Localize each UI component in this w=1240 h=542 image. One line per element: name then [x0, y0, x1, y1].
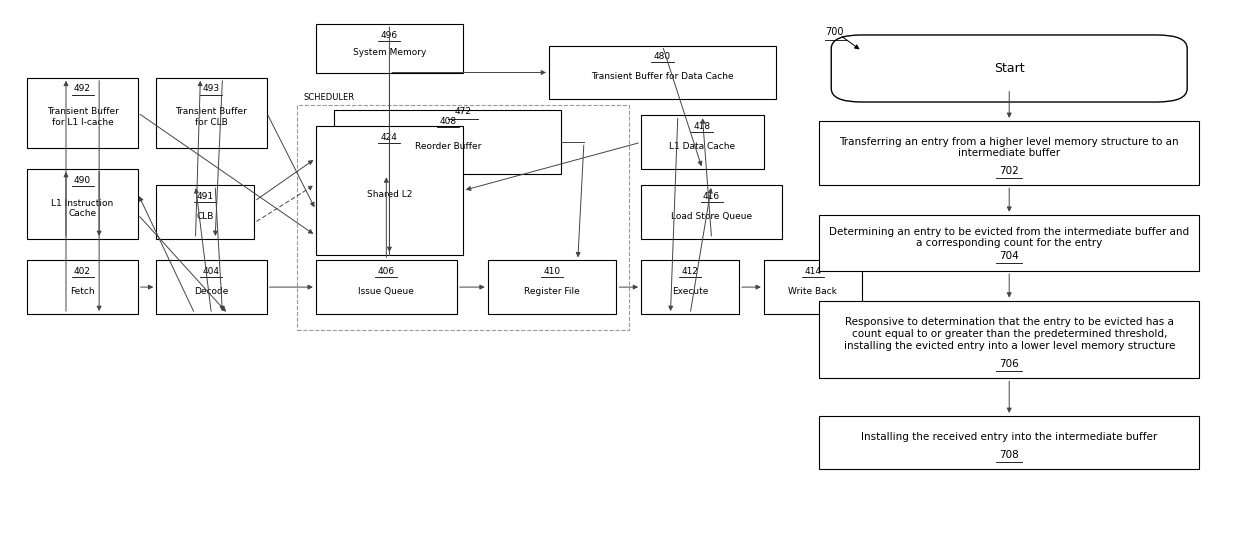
Text: Execute: Execute — [672, 287, 708, 296]
Text: Register File: Register File — [525, 287, 580, 296]
Bar — [764, 260, 862, 314]
Text: Transient Buffer
for CLB: Transient Buffer for CLB — [176, 107, 247, 127]
Text: Issue Queue: Issue Queue — [358, 287, 414, 296]
Bar — [641, 185, 782, 239]
Text: 424: 424 — [381, 133, 398, 141]
Text: L1 Data Cache: L1 Data Cache — [670, 142, 735, 151]
FancyBboxPatch shape — [831, 35, 1187, 102]
Bar — [316, 260, 456, 314]
Text: 408: 408 — [439, 117, 456, 126]
Bar — [27, 169, 138, 239]
Text: 416: 416 — [703, 192, 720, 201]
Bar — [818, 416, 1199, 469]
Text: 414: 414 — [805, 267, 821, 276]
Text: 702: 702 — [999, 165, 1019, 176]
Text: Start: Start — [994, 62, 1024, 75]
Text: Shared L2: Shared L2 — [367, 190, 412, 199]
Text: System Memory: System Memory — [352, 48, 427, 57]
Text: CLB: CLB — [197, 212, 215, 221]
Text: Responsive to determination that the entry to be evicted has a
count equal to or: Responsive to determination that the ent… — [843, 318, 1176, 351]
Bar — [316, 126, 463, 255]
Text: Transient Buffer for Data Cache: Transient Buffer for Data Cache — [591, 72, 734, 81]
Text: 404: 404 — [203, 267, 219, 276]
Bar — [27, 260, 138, 314]
Text: 410: 410 — [543, 267, 560, 276]
Text: Determining an entry to be evicted from the intermediate buffer and
a correspond: Determining an entry to be evicted from … — [830, 227, 1189, 248]
Text: Reorder Buffer: Reorder Buffer — [414, 142, 481, 151]
Bar — [316, 24, 463, 73]
Text: L1 Instruction
Cache: L1 Instruction Cache — [51, 198, 114, 218]
Text: 708: 708 — [999, 450, 1019, 460]
Text: 412: 412 — [682, 267, 698, 276]
Text: 406: 406 — [378, 267, 394, 276]
Bar — [641, 115, 764, 169]
Bar — [487, 260, 616, 314]
Text: Write Back: Write Back — [789, 287, 837, 296]
Bar — [156, 260, 267, 314]
Text: 418: 418 — [694, 122, 711, 131]
Text: 704: 704 — [999, 251, 1019, 261]
Text: 493: 493 — [203, 85, 219, 93]
Text: 492: 492 — [74, 85, 91, 93]
Bar — [641, 260, 739, 314]
Text: Fetch: Fetch — [71, 287, 95, 296]
Text: Installing the received entry into the intermediate buffer: Installing the received entry into the i… — [861, 433, 1157, 442]
Bar — [818, 121, 1199, 185]
Bar — [27, 78, 138, 147]
Text: 706: 706 — [999, 359, 1019, 369]
Text: 472: 472 — [455, 107, 471, 117]
Text: Transient Buffer
for L1 I-cache: Transient Buffer for L1 I-cache — [47, 107, 119, 127]
Bar — [818, 215, 1199, 271]
Text: SCHEDULER: SCHEDULER — [304, 93, 355, 102]
Text: 496: 496 — [381, 31, 398, 40]
Bar — [298, 105, 629, 330]
Text: 490: 490 — [74, 176, 91, 184]
Bar — [549, 46, 776, 99]
Text: Decode: Decode — [195, 287, 228, 296]
Text: 480: 480 — [653, 52, 671, 61]
Text: Load Store Queue: Load Store Queue — [671, 212, 753, 221]
Text: 700: 700 — [825, 27, 843, 37]
Text: 402: 402 — [74, 267, 91, 276]
Text: Transferring an entry from a higher level memory structure to an
intermediate bu: Transferring an entry from a higher leve… — [839, 137, 1179, 158]
Bar — [156, 185, 254, 239]
Bar — [156, 78, 267, 147]
Bar — [818, 300, 1199, 378]
Text: 491: 491 — [197, 192, 213, 201]
Bar — [334, 110, 562, 175]
